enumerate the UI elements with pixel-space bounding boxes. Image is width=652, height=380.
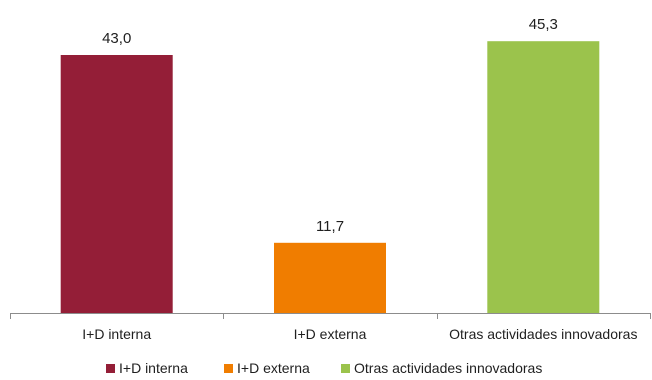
x-axis: I+D interna I+D externa Otras actividades … [10, 313, 651, 342]
legend-label-1: I+D interna [119, 360, 188, 376]
x-tick-label-2: I+D externa [294, 326, 367, 342]
legend: I+D interna I+D externa Otras actividades … [106, 360, 542, 376]
bar-2 [274, 242, 386, 313]
data-label-1: 43,0 [102, 30, 131, 47]
x-tick-label-3: Otras actividades innovadoras [449, 326, 637, 342]
legend-item-2: I+D externa [224, 360, 310, 376]
legend-swatch-3 [341, 364, 350, 373]
legend-item-3: Otras actividades innovadoras [341, 360, 542, 376]
legend-swatch-1 [106, 364, 115, 373]
data-labels-layer: 43,0 11,7 45,3 [102, 16, 558, 235]
data-label-2: 11,7 [316, 218, 344, 235]
bars-layer [60, 41, 600, 313]
data-label-3: 45,3 [529, 16, 558, 33]
bar-1 [60, 55, 173, 313]
legend-item-1: I+D interna [106, 360, 188, 376]
x-tick-label-1: I+D interna [82, 326, 151, 342]
legend-label-3: Otras actividades innovadoras [354, 360, 542, 376]
bar-3 [487, 41, 600, 313]
legend-swatch-2 [224, 364, 233, 373]
legend-label-2: I+D externa [237, 360, 310, 376]
